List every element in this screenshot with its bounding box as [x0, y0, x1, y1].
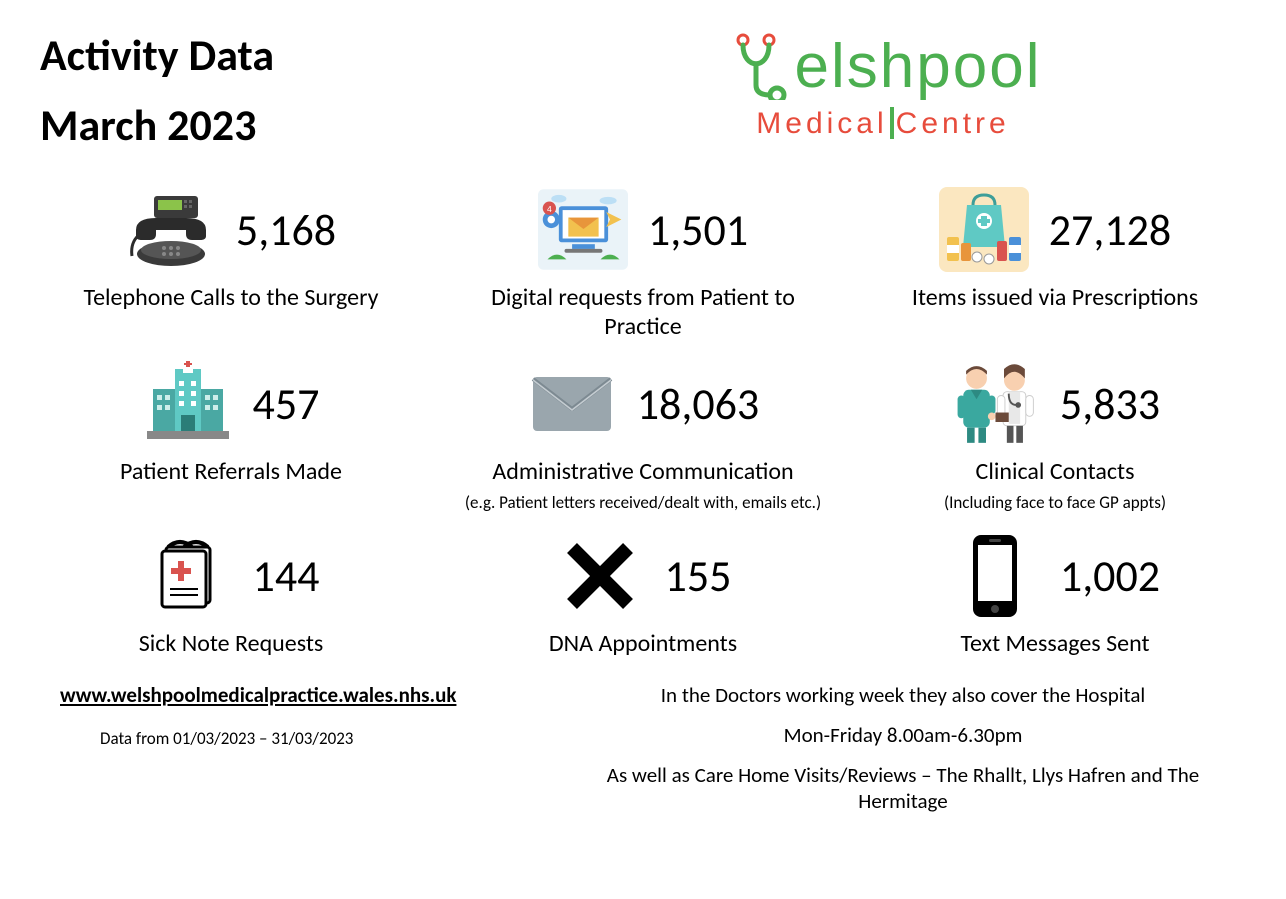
tile-label: DNA Appointments	[450, 629, 836, 658]
tile-label: Digital requests from Patient to Practic…	[450, 283, 836, 341]
tile-value: 18,063	[637, 377, 759, 431]
tile-referrals: 457 Patient Referrals Made	[30, 355, 432, 517]
tile-dna-appointments: 155 DNA Appointments	[442, 527, 844, 662]
logo-main: elshpool	[520, 30, 1246, 111]
tile-admin-communication: 18,063 Administrative Communication (e.g…	[442, 355, 844, 517]
tile-value: 155	[665, 549, 732, 603]
tile-label: Telephone Calls to the Surgery	[38, 283, 424, 312]
computer-mail-icon: 4	[538, 185, 628, 275]
logo-main-text: elshpool	[795, 32, 1042, 101]
tile-value: 5,168	[236, 203, 336, 257]
logo-sub-left: Medical	[756, 107, 887, 140]
tile-sublabel: (e.g. Patient letters received/dealt wit…	[450, 492, 836, 513]
footer-left: www.welshpoolmedicalpractice.wales.nhs.u…	[60, 682, 520, 828]
stethoscope-icon	[725, 30, 795, 111]
tile-label: Clinical Contacts	[862, 457, 1248, 486]
footer-note-2: Mon-Friday 8.00am-6.30pm	[560, 722, 1246, 748]
hospital-icon	[143, 359, 233, 449]
tile-value: 144	[253, 549, 320, 603]
title-line-1: Activity Data	[40, 20, 520, 90]
tile-clinical-contacts: 5,833 Clinical Contacts (Including face …	[854, 355, 1256, 517]
footer: www.welshpoolmedicalpractice.wales.nhs.u…	[0, 662, 1286, 828]
tile-label: Sick Note Requests	[38, 629, 424, 658]
telephone-icon	[126, 185, 216, 275]
footer-note-3: As well as Care Home Visits/Reviews – Th…	[560, 762, 1246, 814]
title-block: Activity Data March 2023	[40, 20, 520, 161]
logo-sub-right: Centre	[896, 107, 1010, 140]
stats-grid: 5,168 Telephone Calls to the Surgery	[0, 171, 1286, 662]
footer-note-1: In the Doctors working week they also co…	[560, 682, 1246, 708]
clipboard-medical-icon	[143, 531, 233, 621]
header: Activity Data March 2023 elshpool Medica…	[0, 0, 1286, 171]
medicine-bag-icon	[939, 185, 1029, 275]
envelope-icon	[527, 359, 617, 449]
tile-prescriptions: 27,128 Items issued via Prescriptions	[854, 181, 1256, 345]
tile-sublabel: (Including face to face GP appts)	[862, 492, 1248, 513]
tile-value: 5,833	[1060, 377, 1160, 431]
date-range: Data from 01/03/2023 – 31/03/2023	[60, 728, 520, 749]
tile-sick-notes: 144 Sick Note Requests	[30, 527, 432, 662]
footer-right: In the Doctors working week they also co…	[560, 682, 1246, 828]
logo: elshpool Medical Centre	[520, 20, 1246, 141]
tile-value: 27,128	[1049, 203, 1171, 257]
logo-divider-icon	[890, 107, 894, 139]
website-url[interactable]: www.welshpoolmedicalpractice.wales.nhs.u…	[60, 682, 520, 708]
tile-label: Administrative Communication	[450, 457, 836, 486]
tile-label: Text Messages Sent	[862, 629, 1248, 658]
title-line-2: March 2023	[40, 90, 520, 160]
cross-x-icon	[555, 531, 645, 621]
svg-text:4: 4	[547, 204, 552, 214]
tile-value: 1,002	[1060, 549, 1160, 603]
tile-digital-requests: 4 1,501 Digital requests from Patient to…	[442, 181, 844, 345]
logo-sub: Medical Centre	[520, 107, 1246, 141]
tile-text-messages: 1,002 Text Messages Sent	[854, 527, 1256, 662]
nurse-doctor-icon	[950, 359, 1040, 449]
tile-value: 457	[253, 377, 320, 431]
tile-value: 1,501	[648, 203, 748, 257]
tile-label: Items issued via Prescriptions	[862, 283, 1248, 312]
tile-label: Patient Referrals Made	[38, 457, 424, 486]
tile-telephone-calls: 5,168 Telephone Calls to the Surgery	[30, 181, 432, 345]
smartphone-icon	[950, 531, 1040, 621]
